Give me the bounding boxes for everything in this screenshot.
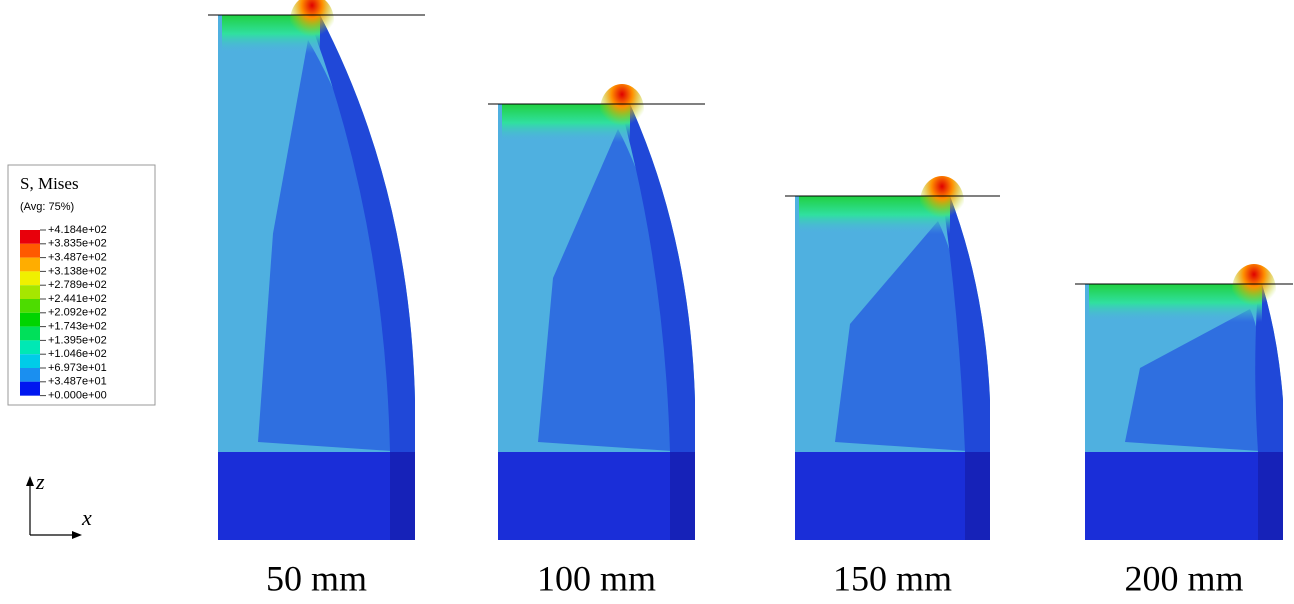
hot-spot [920, 176, 964, 228]
x-arrowhead [72, 531, 82, 539]
legend-subtitle: (Avg: 75%) [20, 201, 74, 213]
legend-swatch [20, 382, 40, 396]
legend-label: +1.046e+02 [48, 348, 107, 360]
legend-label: +1.395e+02 [48, 334, 107, 346]
specimen-base [218, 452, 415, 540]
legend-label: +1.743e+02 [48, 321, 107, 333]
specimen: 100 mm [488, 84, 705, 598]
caption: 50 mm [266, 558, 367, 598]
specimen: 150 mm [785, 176, 1000, 598]
specimen: 50 mm [208, 0, 425, 598]
legend-swatch [20, 340, 40, 354]
legend-swatch [20, 271, 40, 285]
caption: 150 mm [833, 558, 952, 598]
hot-spot [1232, 264, 1276, 316]
legend-swatch [20, 368, 40, 382]
caption: 200 mm [1124, 558, 1243, 598]
legend-label: +3.138e+02 [48, 265, 107, 277]
specimen-base [1085, 452, 1283, 540]
legend-swatch [20, 327, 40, 341]
legend-label: +3.835e+02 [48, 238, 107, 250]
legend-label: +0.000e+00 [48, 390, 107, 402]
base-edge [965, 452, 990, 540]
hot-spot [600, 84, 644, 136]
legend-swatch [20, 258, 40, 272]
specimens: 50 mm 100 mm 150 mm 200 mm [208, 0, 1293, 598]
legend: S, Mises (Avg: 75%) +4.184e+02 +3.835e+02… [8, 165, 155, 405]
specimen-base [795, 452, 990, 540]
specimen-base [498, 452, 695, 540]
legend-label: +4.184e+02 [48, 224, 107, 236]
axis-triad: z x [26, 469, 92, 539]
legend-label: +3.487e+02 [48, 252, 107, 264]
x-label: x [81, 505, 92, 530]
base-edge [1258, 452, 1283, 540]
legend-swatch [20, 244, 40, 258]
legend-label: +6.973e+01 [48, 362, 107, 374]
base-edge [670, 452, 695, 540]
legend-label: +3.487e+01 [48, 376, 107, 388]
caption: 100 mm [537, 558, 656, 598]
legend-label: +2.789e+02 [48, 279, 107, 291]
legend-label: +2.092e+02 [48, 307, 107, 319]
legend-swatch [20, 354, 40, 368]
legend-swatch [20, 313, 40, 327]
z-arrowhead [26, 476, 34, 486]
figure: S, Mises (Avg: 75%) +4.184e+02 +3.835e+02… [0, 0, 1294, 599]
legend-swatch [20, 230, 40, 244]
legend-title: S, Mises [20, 174, 79, 193]
legend-swatch [20, 299, 40, 313]
specimen: 200 mm [1075, 264, 1293, 598]
legend-swatch [20, 285, 40, 299]
base-edge [390, 452, 415, 540]
z-label: z [35, 469, 45, 494]
legend-label: +2.441e+02 [48, 293, 107, 305]
